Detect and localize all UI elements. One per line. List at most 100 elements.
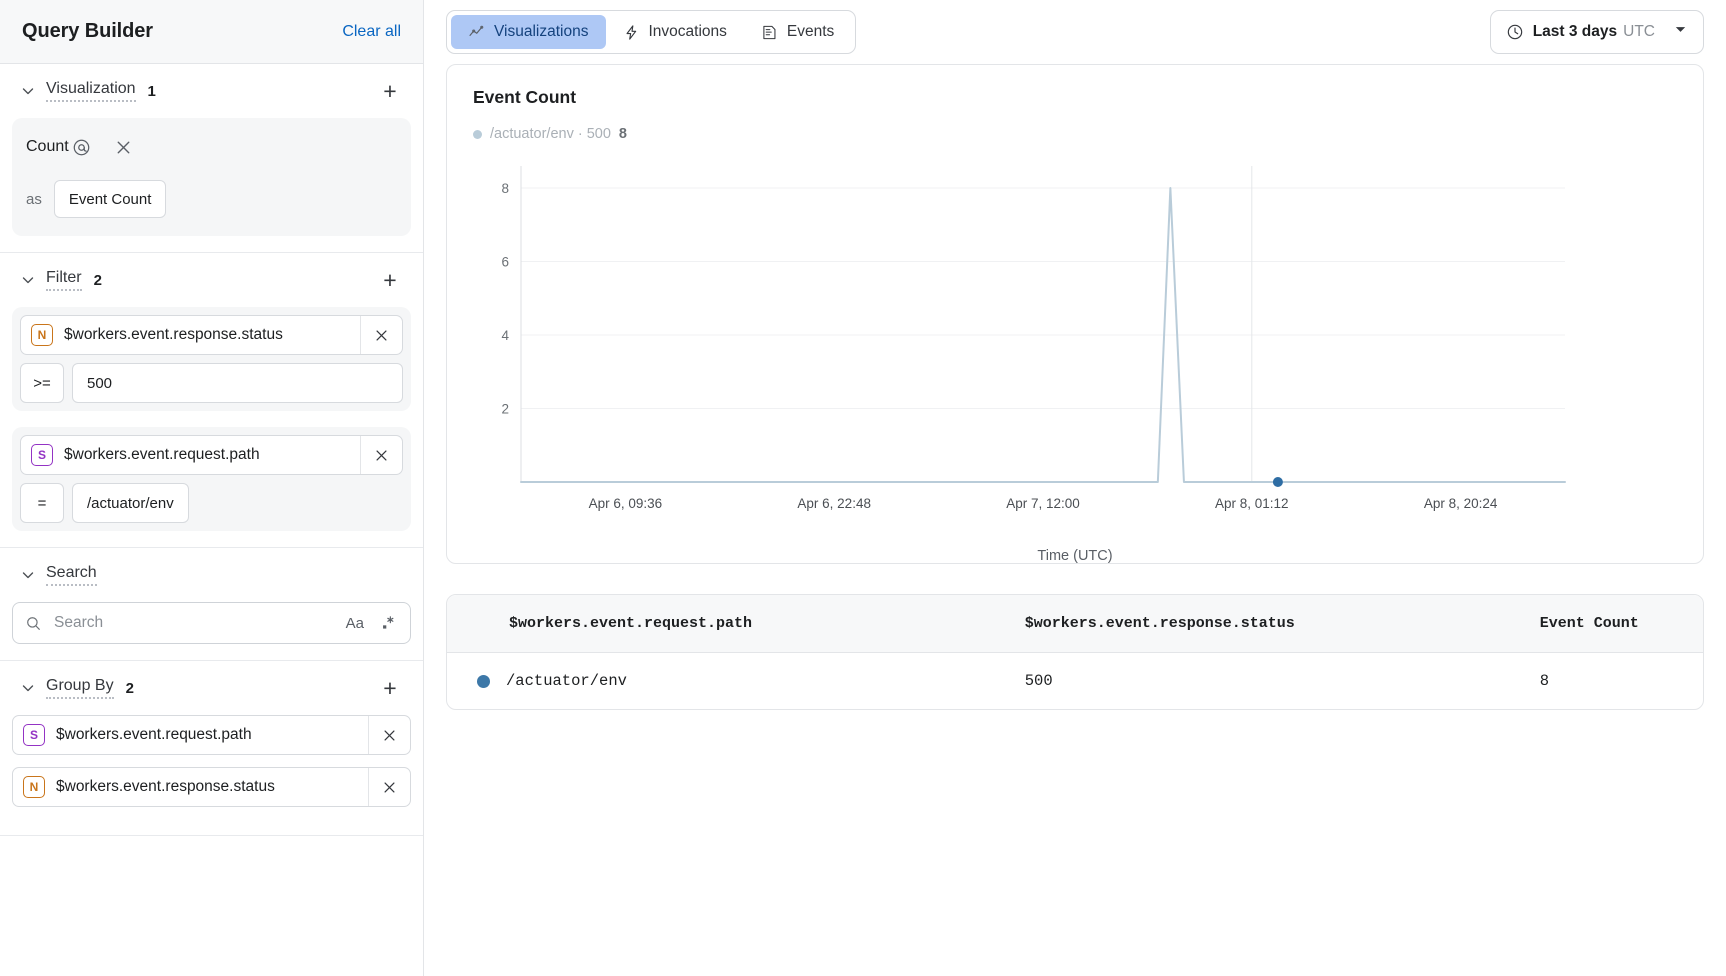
document-list-icon bbox=[761, 24, 778, 41]
view-tabs: Visualizations Invocations Events bbox=[446, 10, 857, 54]
filter-count: 2 bbox=[93, 271, 102, 289]
filter-field-select[interactable]: S $workers.event.request.path bbox=[20, 435, 403, 475]
section-group-by: Group By 2 + S $workers.event.request.pa… bbox=[0, 661, 423, 819]
x-tick-label: Apr 7, 12:00 bbox=[1006, 496, 1080, 511]
section-visualization: Visualization 1 + Count as Event Count bbox=[0, 64, 423, 253]
series-line bbox=[520, 187, 1566, 483]
results-table: $workers.event.request.path $workers.eve… bbox=[447, 595, 1703, 709]
chart-panel: Event Count /actuator/env · 500 8 2 4 6 8 Ap… bbox=[446, 64, 1704, 564]
legend-series-label: /actuator/env · 500 bbox=[490, 126, 611, 142]
type-badge-number: N bbox=[31, 324, 53, 346]
tab-invocations[interactable]: Invocations bbox=[606, 15, 744, 49]
cell-status: 500 bbox=[1024, 672, 1053, 690]
match-case-icon[interactable]: Aa bbox=[345, 614, 364, 632]
tab-visualizations[interactable]: Visualizations bbox=[451, 15, 606, 49]
group-by-field-select[interactable]: S $workers.event.request.path bbox=[12, 715, 411, 755]
filter-row: S $workers.event.request.path = /actuato… bbox=[12, 427, 411, 531]
plus-icon[interactable]: + bbox=[383, 674, 397, 701]
cell-path-value: /actuator/env bbox=[506, 672, 627, 690]
remove-filter-icon[interactable] bbox=[360, 316, 402, 354]
time-range-picker[interactable]: Last 3 days UTC bbox=[1489, 10, 1704, 54]
visualization-card-header: Count bbox=[26, 132, 397, 162]
query-builder-sidebar: Query Builder Clear all Visualization 1 … bbox=[0, 0, 424, 976]
regex-icon[interactable] bbox=[380, 614, 398, 632]
group-by-field-name: $workers.event.request.path bbox=[56, 726, 252, 743]
legend-series-value: 8 bbox=[618, 126, 627, 142]
clock-icon bbox=[1506, 23, 1524, 41]
type-badge-string: S bbox=[31, 444, 53, 466]
filter-condition-row: >= 500 bbox=[20, 363, 403, 403]
filter-field-name: $workers.event.request.path bbox=[64, 446, 260, 463]
chart-title: Event Count bbox=[473, 87, 577, 107]
chart-plot-area[interactable]: 2 4 6 8 Apr 6, 09:36 Apr 6, 22:48 Apr 7, 12:00… bbox=[473, 152, 1677, 542]
data-point-marker bbox=[1272, 477, 1283, 487]
chevron-down-icon[interactable] bbox=[20, 567, 36, 583]
group-by-count: 2 bbox=[125, 679, 134, 697]
group-by-field-select[interactable]: N $workers.event.response.status bbox=[12, 767, 411, 807]
remove-filter-icon[interactable] bbox=[360, 436, 402, 474]
at-icon[interactable] bbox=[69, 134, 95, 160]
y-tick-label: 2 bbox=[501, 402, 509, 417]
alias-input[interactable]: Event Count bbox=[53, 180, 167, 218]
chevron-down-icon[interactable] bbox=[20, 83, 36, 99]
filter-value-input[interactable]: 500 bbox=[72, 363, 403, 403]
column-header-path[interactable]: $workers.event.request.path bbox=[447, 595, 1025, 653]
chevron-down-icon[interactable] bbox=[20, 272, 36, 288]
plus-icon[interactable]: + bbox=[383, 77, 397, 104]
y-tick-label: 6 bbox=[501, 255, 509, 270]
remove-group-by-icon[interactable] bbox=[368, 716, 410, 754]
visualization-card: Count as Event Count bbox=[12, 118, 411, 236]
search-label: Search bbox=[46, 564, 97, 586]
filter-operator-select[interactable]: = bbox=[20, 483, 64, 523]
time-range-label: Last 3 days bbox=[1532, 23, 1618, 40]
column-header-count[interactable]: Event Count bbox=[1539, 595, 1703, 653]
chevron-down-icon[interactable] bbox=[1673, 22, 1688, 42]
visualization-label: Visualization bbox=[46, 80, 136, 102]
legend-color-swatch bbox=[473, 129, 482, 139]
search-input[interactable]: Search Aa bbox=[12, 602, 411, 644]
remove-group-by-icon[interactable] bbox=[368, 768, 410, 806]
group-by-item: S $workers.event.request.path bbox=[12, 715, 411, 755]
table-body: /actuator/env 500 8 bbox=[447, 653, 1703, 710]
filter-section-header[interactable]: Filter 2 + bbox=[12, 253, 411, 307]
x-tick-label: Apr 8, 20:24 bbox=[1424, 496, 1498, 511]
tab-label: Events bbox=[786, 23, 835, 40]
tab-label: Invocations bbox=[648, 23, 727, 40]
filter-value-input[interactable]: /actuator/env bbox=[72, 483, 189, 523]
series-color-dot bbox=[477, 674, 490, 688]
y-tick-label: 4 bbox=[501, 328, 509, 343]
search-placeholder: Search bbox=[54, 614, 104, 631]
table-header: $workers.event.request.path $workers.eve… bbox=[447, 595, 1703, 653]
filter-label: Filter bbox=[46, 269, 82, 291]
group-by-section-header[interactable]: Group By 2 + bbox=[12, 661, 411, 715]
aggregation-name: Count bbox=[26, 138, 69, 155]
chevron-down-icon[interactable] bbox=[20, 680, 36, 696]
cell-count: 8 bbox=[1539, 672, 1550, 690]
results-table-panel: $workers.event.request.path $workers.eve… bbox=[446, 594, 1704, 710]
lightning-icon bbox=[623, 24, 640, 41]
tab-label: Visualizations bbox=[494, 23, 589, 40]
sidebar-header: Query Builder Clear all bbox=[0, 0, 423, 64]
sidebar-divider bbox=[0, 835, 423, 836]
filter-field-select[interactable]: N $workers.event.response.status bbox=[20, 315, 403, 355]
column-header-status[interactable]: $workers.event.response.status bbox=[1024, 595, 1540, 653]
plus-icon[interactable]: + bbox=[383, 266, 397, 293]
type-badge-number: N bbox=[23, 776, 45, 798]
x-tick-label: Apr 8, 01:12 bbox=[1215, 496, 1289, 511]
group-by-item: N $workers.event.response.status bbox=[12, 767, 411, 807]
x-tick-label: Apr 6, 22:48 bbox=[797, 496, 871, 511]
page-title: Query Builder bbox=[22, 20, 153, 42]
visualization-count: 1 bbox=[147, 82, 156, 100]
top-toolbar: Visualizations Invocations Events bbox=[424, 0, 1726, 64]
line-chart-svg[interactable]: 2 4 6 8 Apr 6, 09:36 Apr 6, 22:48 Apr 7, 12:00… bbox=[473, 152, 1573, 542]
table-row[interactable]: /actuator/env 500 8 bbox=[447, 653, 1703, 710]
group-by-field-name: $workers.event.response.status bbox=[56, 778, 275, 795]
clear-all-button[interactable]: Clear all bbox=[342, 22, 401, 40]
as-label: as bbox=[26, 190, 42, 208]
search-section-header[interactable]: Search bbox=[12, 548, 411, 602]
tab-events[interactable]: Events bbox=[744, 15, 851, 49]
filter-field-name: $workers.event.response.status bbox=[64, 326, 283, 343]
close-icon[interactable] bbox=[111, 134, 137, 160]
filter-operator-select[interactable]: >= bbox=[20, 363, 64, 403]
visualization-section-header[interactable]: Visualization 1 + bbox=[12, 64, 411, 118]
